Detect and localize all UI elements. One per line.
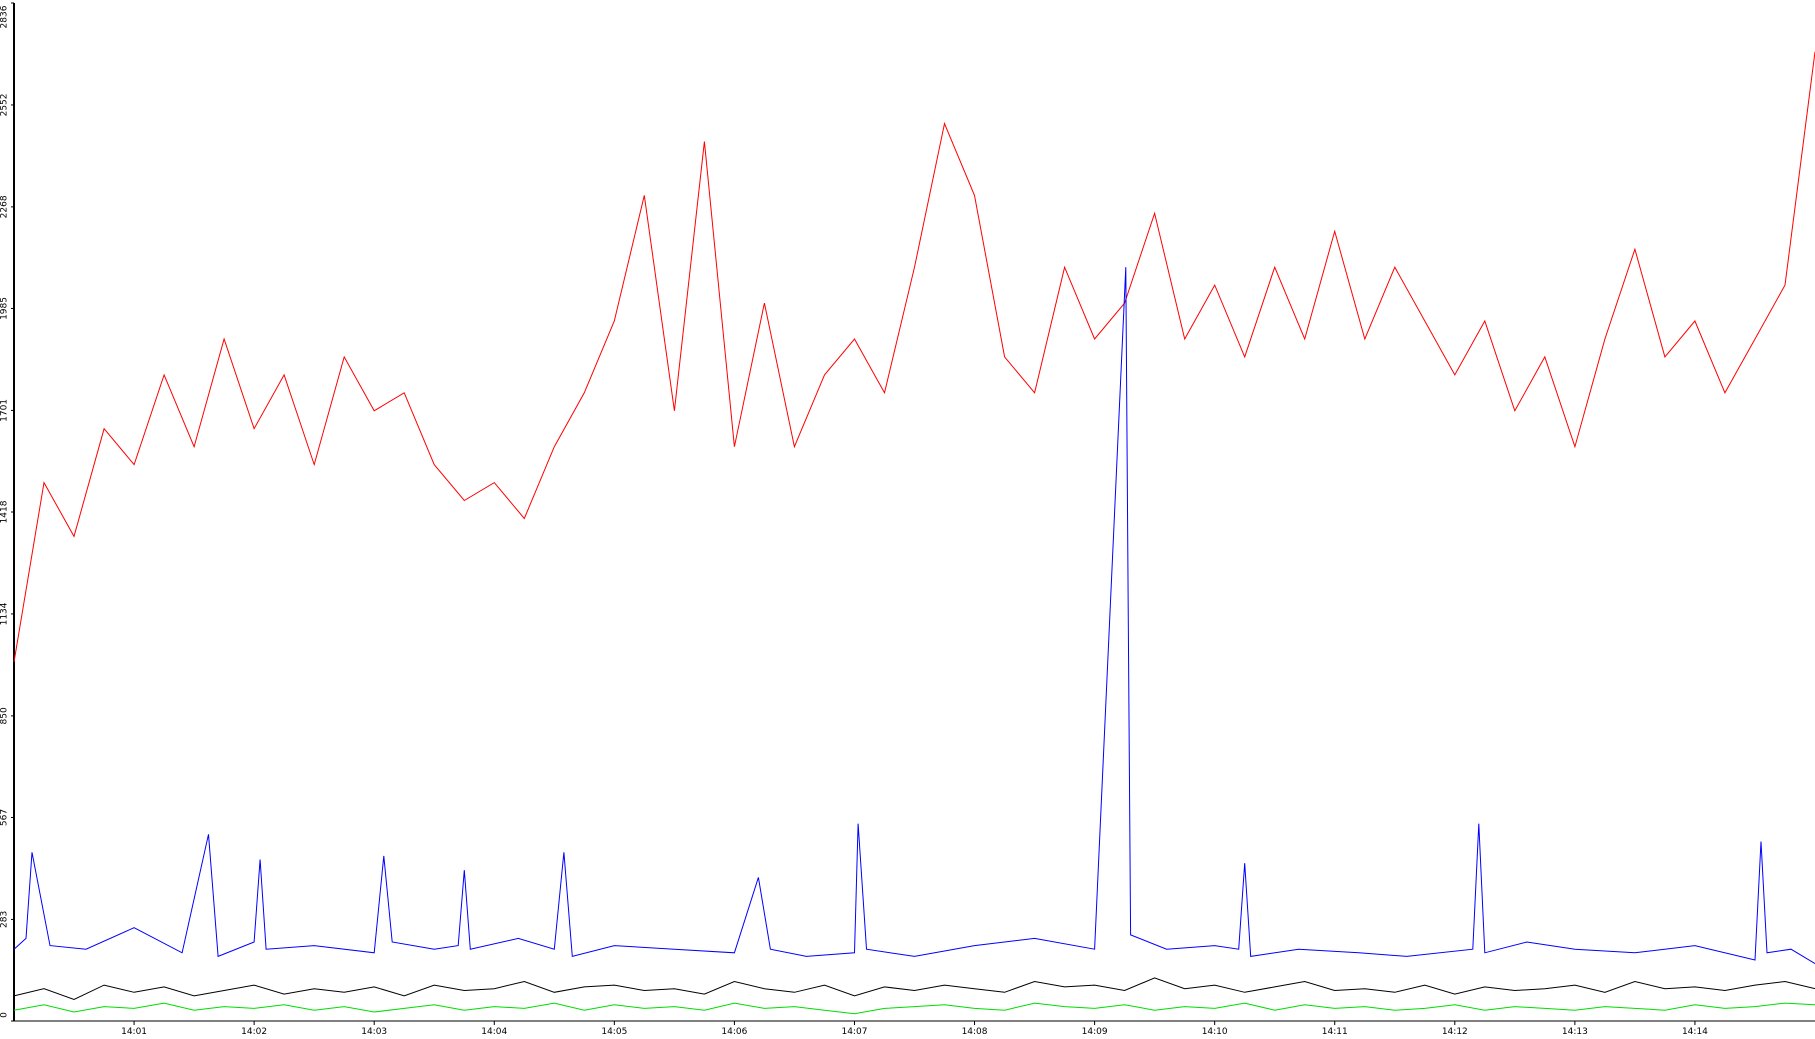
x-tick-label: 14:03 (361, 1027, 387, 1037)
series-line (13, 977, 1815, 1001)
x-tick-label: 14:04 (481, 1027, 507, 1037)
y-tick-label: 283 (0, 911, 10, 928)
x-tick-label: 14:01 (121, 1027, 147, 1037)
series-line (13, 51, 1815, 663)
x-tick-label: 14:11 (1322, 1027, 1348, 1037)
x-tick-label: 14:02 (241, 1027, 267, 1037)
x-tick-label: 14:06 (721, 1027, 747, 1037)
y-tick-label: 2268 (0, 195, 10, 218)
y-tick-label: 0 (0, 1012, 10, 1018)
x-tick-label: 14:09 (1082, 1027, 1108, 1037)
x-tick-label: 14:13 (1562, 1027, 1588, 1037)
y-tick-label: 850 (0, 707, 10, 724)
y-tick-label: 1134 (0, 602, 10, 625)
y-tick-label: 2552 (0, 93, 10, 116)
x-tick-label: 14:08 (962, 1027, 988, 1037)
series-line (13, 267, 1815, 965)
x-tick-label: 14:05 (601, 1027, 627, 1037)
y-tick-label: 1701 (0, 399, 10, 422)
x-tick-label: 14:10 (1202, 1027, 1228, 1037)
y-tick-label: 1418 (0, 500, 10, 523)
y-tick-label: 2836 (0, 5, 10, 28)
x-tick-label: 14:14 (1682, 1027, 1708, 1037)
series-line (13, 1002, 1815, 1015)
y-tick-label: 567 (0, 809, 10, 826)
x-tick-label: 14:07 (841, 1027, 867, 1037)
y-tick-label: 1985 (0, 297, 10, 320)
x-tick-label: 14:12 (1442, 1027, 1468, 1037)
